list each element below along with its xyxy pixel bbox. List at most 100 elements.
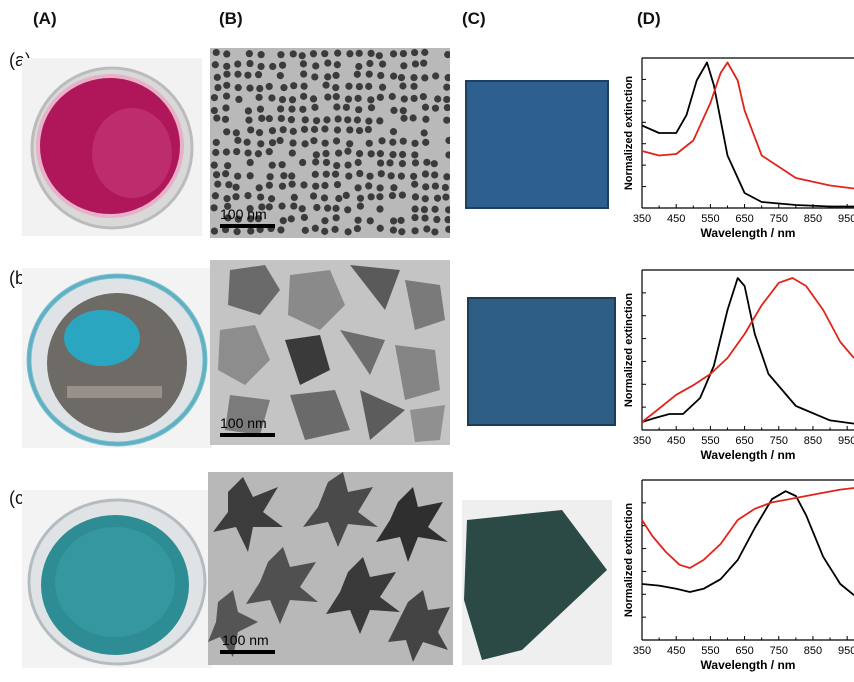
y-axis-label: Normalized extinction — [623, 293, 635, 408]
tem-particle — [420, 59, 428, 67]
tem-particle — [335, 149, 343, 157]
tem-particle — [390, 72, 398, 80]
tem-particle — [332, 214, 340, 222]
tem-particle — [334, 115, 342, 123]
tem-particle — [300, 92, 308, 100]
tem-particle — [300, 181, 308, 189]
tem-particle — [265, 114, 273, 123]
tem-particle — [280, 172, 288, 180]
tem-particle — [411, 180, 419, 188]
tem-image-c: 100 nm — [208, 472, 453, 665]
tem-particle — [312, 151, 320, 159]
tem-particle — [365, 117, 373, 125]
tem-particle — [364, 125, 372, 134]
tem-particle — [310, 137, 318, 145]
tem-particle — [223, 195, 231, 203]
tem-particle — [397, 216, 405, 225]
x-tick-label: 550 — [701, 435, 719, 447]
tem-particle — [277, 226, 285, 234]
tem-particle — [234, 172, 242, 180]
tem-particle — [276, 136, 284, 145]
tem-particle — [332, 71, 340, 80]
tem-particle — [321, 50, 329, 58]
tem-particle — [389, 226, 398, 234]
tem-particle — [254, 71, 263, 79]
tem-particle — [419, 92, 427, 101]
x-tick-label: 450 — [667, 213, 685, 225]
tem-particle — [213, 73, 221, 81]
tem-particle — [345, 82, 353, 90]
x-tick-label: 950 — [838, 645, 854, 657]
tem-particle — [344, 161, 352, 169]
tem-particle — [212, 148, 220, 157]
film-photo-b — [467, 297, 616, 426]
x-axis-label: Wavelength / nm — [701, 226, 796, 240]
tem-particle — [269, 62, 277, 71]
tem-particle — [234, 70, 242, 78]
x-tick-label: 950 — [838, 213, 854, 225]
tem-particle — [212, 171, 221, 179]
tem-particle — [322, 149, 330, 158]
x-tick-label: 750 — [770, 435, 788, 447]
tem-particle — [444, 216, 450, 224]
tem-particle — [354, 184, 362, 192]
scale-label-a: 100 nm — [220, 206, 267, 222]
tem-particle — [312, 62, 320, 70]
series-line-0 — [641, 490, 854, 596]
tem-particle — [246, 84, 254, 92]
tem-particle — [321, 217, 329, 225]
tem-particle — [232, 183, 240, 191]
tem-particle — [233, 147, 241, 156]
tem-particle — [234, 215, 242, 223]
tem-particle — [311, 73, 319, 81]
tem-particle — [322, 170, 330, 178]
tem-particle — [300, 70, 308, 78]
tem-particle — [214, 83, 222, 92]
tem-particle — [332, 137, 341, 145]
tem-particle — [244, 191, 252, 200]
tem-particle — [398, 228, 406, 236]
tem-particle — [221, 115, 230, 123]
tem-particle — [389, 128, 398, 136]
x-tick-label: 550 — [701, 213, 719, 225]
tem-particle — [258, 114, 266, 122]
series-line-0 — [641, 61, 854, 208]
tem-particle — [355, 62, 363, 71]
tem-particle — [354, 216, 362, 224]
tem-particle — [430, 160, 438, 168]
tem-particle — [411, 60, 420, 68]
tem-particle — [322, 81, 330, 89]
tem-particle — [378, 83, 387, 91]
tem-particle — [354, 94, 362, 102]
tem-particle — [388, 92, 396, 101]
tem-particle — [232, 129, 240, 137]
tem-particle — [411, 139, 419, 147]
tem-particle — [290, 193, 298, 202]
tem-particle — [232, 193, 240, 201]
tem-particle — [288, 96, 297, 104]
x-tick-label: 850 — [804, 213, 822, 225]
tem-particle — [333, 103, 341, 111]
tem-particle — [321, 125, 329, 133]
tem-particle — [376, 184, 384, 192]
tem-particle — [311, 170, 319, 178]
tem-particle — [244, 71, 252, 79]
tem-particle — [443, 95, 450, 104]
tem-particle — [298, 205, 306, 213]
x-tick-label: 550 — [701, 645, 719, 657]
series-line-1 — [641, 277, 854, 423]
tem-particle — [431, 182, 439, 190]
tem-particle — [222, 104, 230, 112]
tem-particle — [344, 116, 352, 124]
tem-particle — [300, 125, 309, 133]
tem-particle — [223, 81, 231, 89]
tem-particle — [331, 225, 339, 233]
tem-particle — [409, 114, 417, 122]
x-tick-label: 350 — [633, 213, 651, 225]
tem-particle — [344, 228, 352, 236]
tem-particle — [355, 150, 364, 158]
tem-particle — [312, 117, 321, 125]
tem-particle — [309, 192, 318, 200]
tem-particle — [265, 203, 273, 211]
column-label-c: (C) — [462, 9, 486, 28]
